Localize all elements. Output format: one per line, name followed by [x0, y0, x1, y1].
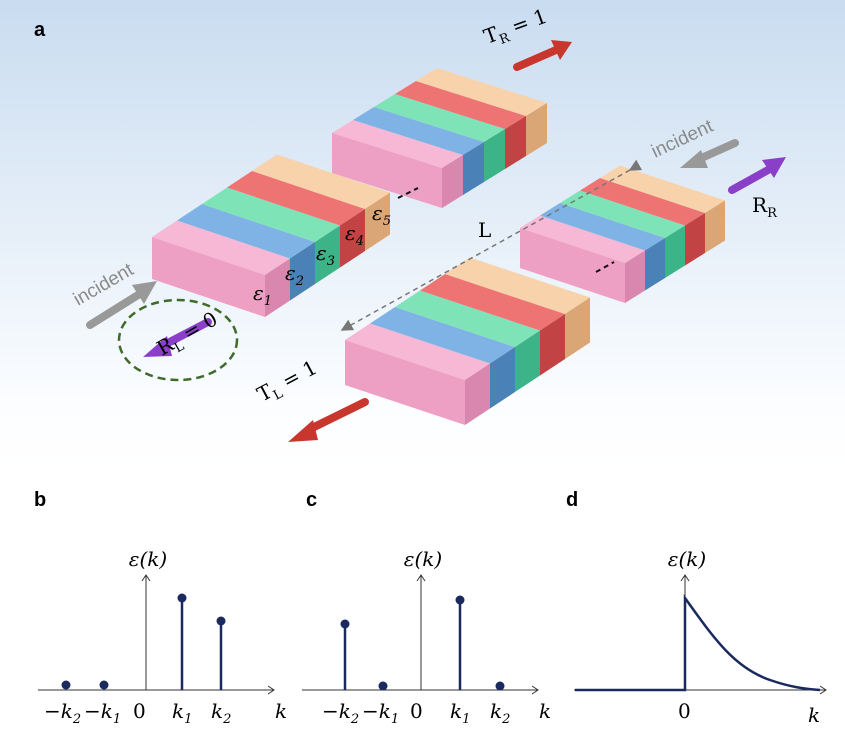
stem-dot — [177, 593, 187, 603]
axis-arrow — [819, 685, 827, 695]
axis-arrow — [416, 574, 426, 582]
axis-arrow — [680, 574, 690, 582]
layer-face — [345, 340, 465, 425]
layer-face — [227, 171, 365, 226]
layer-face — [526, 103, 547, 156]
distance-arrow — [340, 159, 643, 331]
tick-label: 0 — [410, 699, 423, 723]
arrows — [86, 40, 786, 442]
tick-label: k2 — [490, 699, 510, 727]
tick-label: k2 — [211, 699, 231, 727]
epsilon-label: ε5 — [372, 201, 391, 229]
arrow-head — [762, 157, 786, 178]
arrow-head — [143, 336, 172, 357]
stems — [340, 595, 505, 691]
r-r-label: RR — [752, 193, 778, 221]
layer-face — [465, 363, 490, 425]
arrow-head — [132, 281, 157, 304]
layer-face — [685, 213, 705, 266]
arrow-head — [680, 150, 708, 168]
profile-curve — [575, 594, 821, 692]
tick-label: k1 — [450, 699, 470, 727]
layer-face — [202, 187, 340, 242]
stem-dot — [455, 595, 465, 605]
axis-arrow — [141, 574, 151, 582]
distance-label: L — [478, 218, 491, 242]
stem-dot — [99, 680, 109, 690]
tick-label: −k2 — [322, 699, 359, 727]
stem-dot — [378, 681, 388, 691]
layer-face — [665, 225, 685, 278]
layer-face — [353, 107, 484, 155]
panel-label: b — [34, 489, 46, 511]
arrow — [513, 46, 560, 71]
panel-label: c — [306, 489, 317, 511]
stems — [61, 593, 226, 690]
arrow-head — [288, 420, 318, 442]
epsilon-label: ε3 — [316, 241, 335, 269]
layer-face — [177, 204, 315, 259]
layer-face — [505, 116, 526, 169]
highlight-ellipse — [117, 298, 239, 382]
axis-arrow — [267, 685, 275, 695]
epsilon-label: ε1 — [253, 281, 272, 309]
arrow-head — [551, 40, 572, 60]
stem-dot — [495, 681, 505, 691]
panel-label: d — [566, 489, 578, 511]
stem-dot — [216, 616, 226, 626]
stem-dot — [61, 680, 71, 690]
arrow — [728, 166, 772, 194]
epsilon-label: ε4 — [345, 221, 364, 249]
y-label: ε(k) — [668, 547, 706, 571]
tick-label: −k2 — [44, 699, 81, 727]
layer-face — [705, 200, 725, 253]
tick-label: −k1 — [362, 699, 399, 727]
layer-face — [152, 237, 265, 317]
layer-face — [490, 347, 515, 409]
layer-face — [515, 330, 540, 392]
layer-face — [265, 258, 290, 317]
layer-face — [290, 242, 315, 301]
photonic-blocks — [152, 68, 725, 425]
layer-face — [374, 94, 505, 142]
x-label: k — [539, 699, 551, 723]
epsilon-label: ε2 — [285, 261, 304, 289]
layer-face — [645, 238, 665, 291]
y-label: ε(k) — [404, 547, 442, 571]
arrow — [158, 318, 212, 350]
layer-face — [395, 81, 526, 129]
panel-label: a — [34, 19, 46, 41]
layer-face — [315, 225, 340, 284]
y-label: ε(k) — [129, 547, 167, 571]
layer-face — [152, 220, 290, 275]
layer-face — [345, 323, 490, 380]
arrow — [86, 291, 142, 329]
arrow — [304, 398, 369, 434]
x-label: k — [808, 703, 820, 727]
stem-dot — [340, 619, 350, 629]
tick-label: −k1 — [84, 699, 121, 727]
tick-label: k1 — [172, 699, 192, 727]
axis-arrow — [531, 685, 539, 695]
tick-label: 0 — [133, 699, 146, 723]
layer-face — [332, 120, 463, 168]
layer-face — [416, 68, 547, 116]
tick-label: 0 — [678, 699, 691, 723]
x-label: k — [275, 699, 287, 723]
